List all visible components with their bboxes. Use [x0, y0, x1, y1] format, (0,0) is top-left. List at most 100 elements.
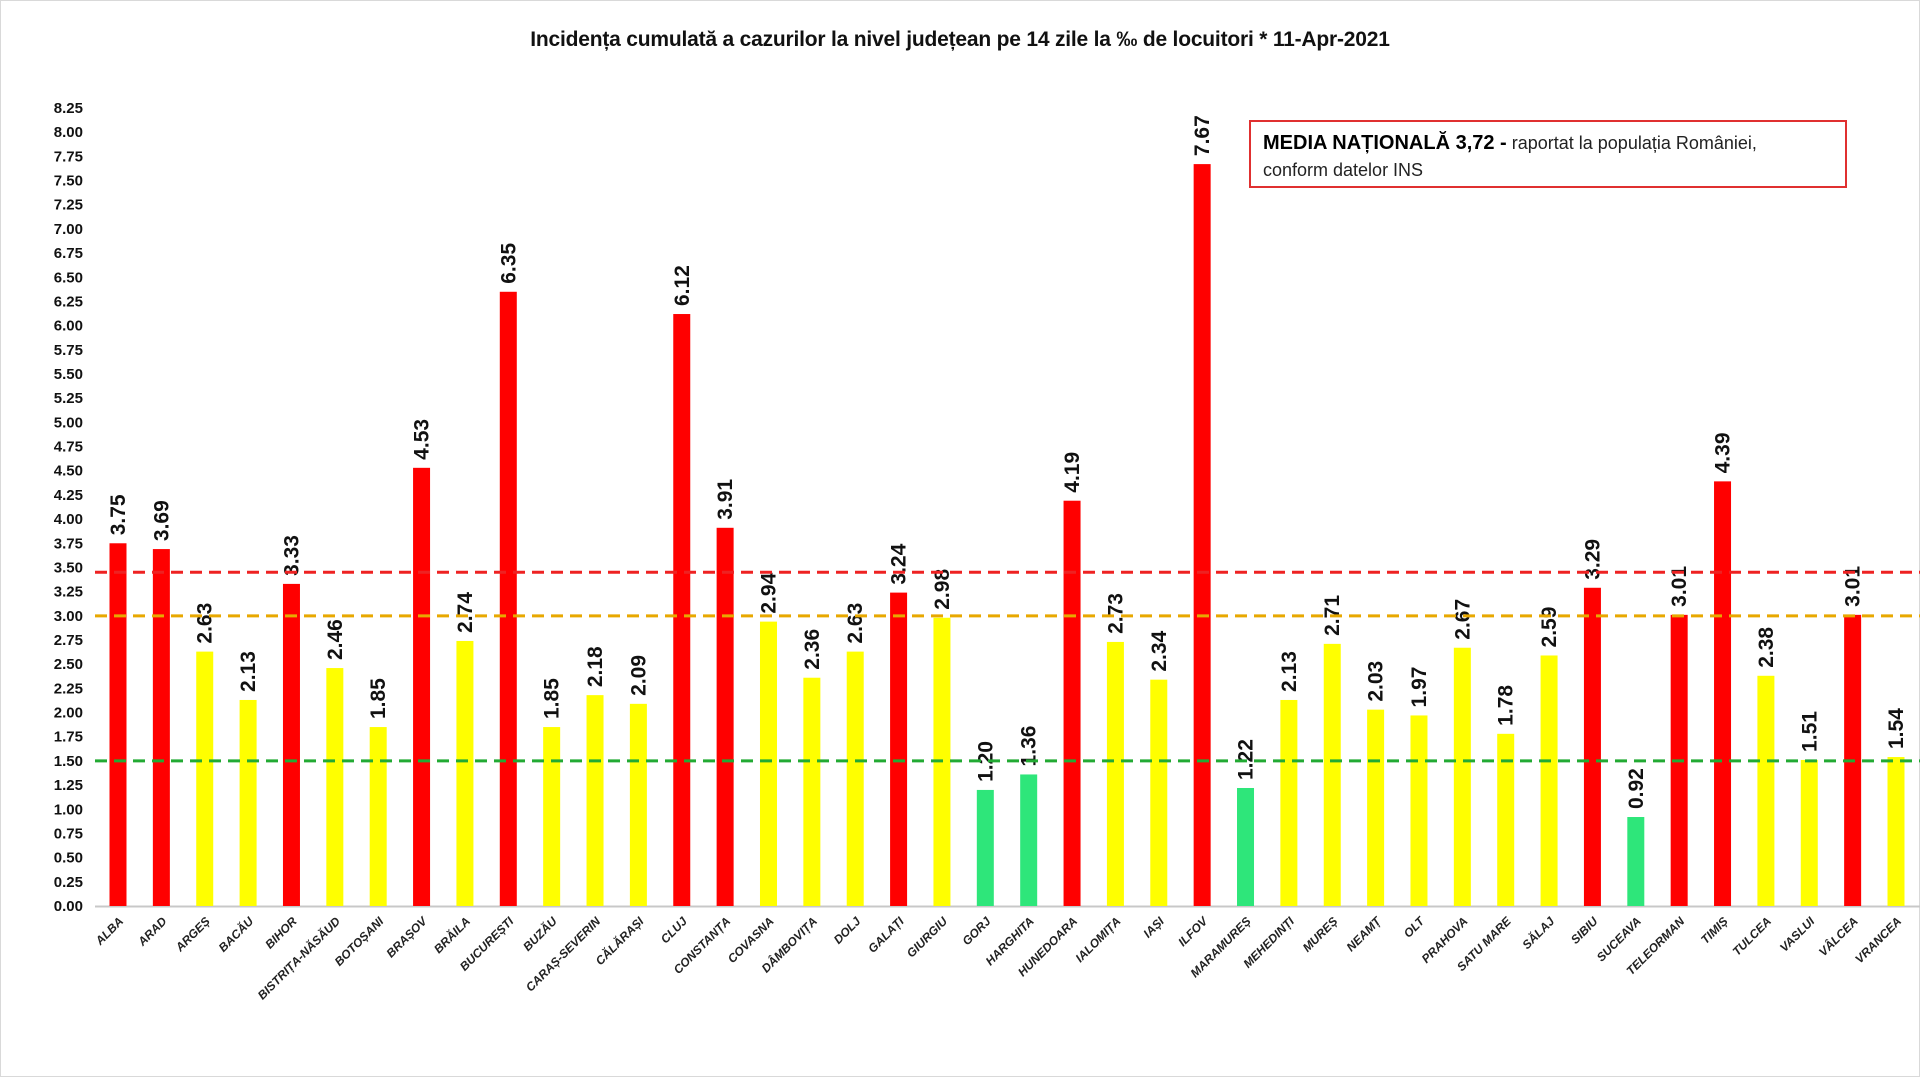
- data-label: 7.67: [1191, 115, 1214, 156]
- y-tick-label: 5.25: [54, 390, 83, 407]
- bar: [239, 699, 257, 906]
- data-label: 3.33: [280, 535, 303, 576]
- y-tick-label: 6.75: [54, 245, 83, 262]
- y-tick-label: 1.00: [54, 801, 83, 818]
- x-tick-label: MUREȘ: [1300, 914, 1341, 955]
- x-tick-label: BACĂU: [215, 913, 256, 954]
- data-label: 1.54: [1885, 708, 1908, 749]
- x-tick-label: GIURGIU: [904, 914, 950, 960]
- data-label: 2.46: [324, 619, 347, 660]
- bar: [196, 651, 214, 906]
- annotation-bold: MEDIA NAȚIONALĂ 3,72 -: [1263, 132, 1507, 154]
- x-tick-label: BRAȘOV: [383, 914, 430, 961]
- data-label: 1.85: [541, 678, 564, 719]
- y-tick-label: 5.50: [54, 366, 83, 383]
- bar: [413, 467, 431, 906]
- y-tick-label: 3.50: [54, 559, 83, 576]
- y-tick-label: 4.25: [54, 487, 83, 504]
- y-tick-label: 3.75: [54, 535, 83, 552]
- y-tick-label: 8.25: [54, 100, 83, 117]
- data-label: 1.20: [974, 741, 997, 782]
- bar: [1280, 699, 1298, 906]
- data-label: 2.18: [584, 646, 607, 687]
- bar: [1627, 817, 1645, 906]
- data-label: 2.67: [1451, 599, 1474, 640]
- data-label: 1.97: [1408, 667, 1431, 708]
- data-label: 2.38: [1755, 627, 1778, 668]
- bar: [1323, 643, 1341, 906]
- y-tick-label: 3.00: [54, 608, 83, 625]
- bar: [976, 789, 994, 906]
- data-label: 2.74: [454, 592, 477, 633]
- bar: [1063, 500, 1081, 906]
- data-label: 2.03: [1365, 661, 1388, 702]
- data-label: 3.29: [1581, 539, 1604, 580]
- bar: [1497, 733, 1515, 906]
- bar: [1800, 759, 1818, 906]
- bar: [759, 621, 777, 906]
- bar: [282, 583, 300, 906]
- y-tick-label: 7.00: [54, 221, 83, 238]
- bar: [1237, 787, 1255, 906]
- bar: [1150, 679, 1168, 906]
- bar: [716, 527, 734, 906]
- bar: [456, 640, 474, 906]
- x-tick-label: VÂLCEA: [1815, 914, 1860, 959]
- bar: [1020, 774, 1038, 906]
- data-label: 2.09: [627, 655, 650, 696]
- data-label: 3.69: [150, 500, 173, 541]
- x-tick-label: BIHOR: [262, 914, 299, 951]
- y-tick-label: 3.25: [54, 584, 83, 601]
- bar: [1453, 647, 1471, 906]
- x-tick-label: BUZĂU: [519, 913, 560, 954]
- x-tick-label: GORJ: [959, 914, 993, 948]
- x-tick-label: BRĂILA: [430, 914, 473, 957]
- x-tick-label: NEAMȚ: [1344, 913, 1385, 954]
- bar: [499, 291, 517, 906]
- y-tick-label: 4.00: [54, 511, 83, 528]
- x-tick-label: IALOMIȚA: [1073, 914, 1124, 965]
- bar: [1106, 641, 1124, 906]
- y-tick-label: 2.25: [54, 680, 83, 697]
- x-tick-label: GALAȚI: [865, 914, 907, 956]
- y-tick-label: 5.75: [54, 342, 83, 359]
- y-tick-label: 6.00: [54, 318, 83, 335]
- data-label: 1.36: [1018, 726, 1041, 767]
- bar: [1367, 709, 1385, 906]
- x-tick-label: SĂLAJ: [1519, 913, 1558, 952]
- data-label: 2.36: [801, 629, 824, 670]
- bar: [890, 592, 908, 906]
- y-tick-label: 0.50: [54, 850, 83, 867]
- data-label: 2.13: [237, 651, 260, 692]
- data-label: 1.78: [1495, 685, 1518, 726]
- y-tick-label: 2.50: [54, 656, 83, 673]
- annotation-text: raportat la populația României,: [1506, 133, 1757, 153]
- bar: [1714, 481, 1732, 906]
- x-tick-label: OLT: [1401, 913, 1428, 940]
- data-label: 2.34: [1148, 630, 1171, 671]
- y-tick-label: 4.75: [54, 439, 83, 456]
- bar: [1540, 655, 1558, 906]
- data-label: 6.35: [497, 243, 520, 284]
- data-label: 2.13: [1278, 651, 1301, 692]
- y-tick-label: 0.00: [54, 898, 83, 915]
- data-label: 3.01: [1842, 566, 1865, 607]
- y-tick-label: 0.75: [54, 825, 83, 842]
- y-tick-label: 6.50: [54, 269, 83, 286]
- bar: [326, 668, 344, 906]
- data-label: 4.19: [1061, 452, 1084, 493]
- data-label: 2.63: [844, 603, 867, 644]
- x-tick-label: CARAȘ-SEVERIN: [523, 914, 603, 994]
- x-tick-label: BISTRIȚA-NĂSĂUD: [254, 913, 343, 1002]
- x-tick-label: TULCEA: [1730, 914, 1774, 958]
- data-label: 4.39: [1712, 432, 1735, 473]
- y-tick-label: 4.50: [54, 463, 83, 480]
- y-tick-label: 7.50: [54, 173, 83, 190]
- y-tick-label: 7.25: [54, 197, 83, 214]
- x-tick-label: TIMIȘ: [1698, 914, 1731, 947]
- bar: [543, 727, 561, 906]
- bar: [1583, 587, 1601, 906]
- bar: [803, 677, 821, 906]
- data-label: 1.85: [367, 678, 390, 719]
